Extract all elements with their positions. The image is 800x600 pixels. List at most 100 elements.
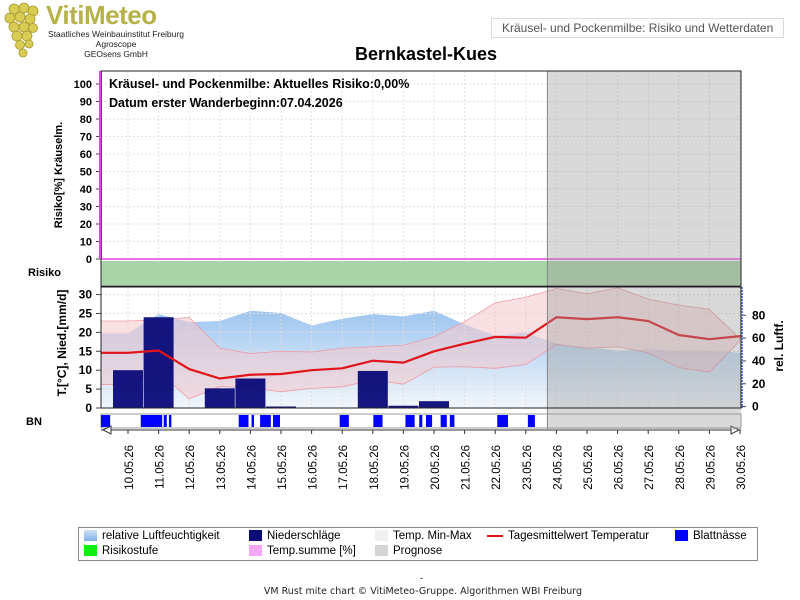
grape-icon — [4, 2, 39, 58]
risk-ytick-label: 30 — [80, 202, 92, 214]
x-tick-label: 16.05.26 — [308, 445, 320, 490]
risk-annotation-date: Datum erster Wanderbeginn:07.04.2026 — [109, 96, 343, 110]
risk-ytick-label: 80 — [80, 114, 92, 126]
chart-legend: relative Luftfeuchtigkeit Niederschläge … — [78, 527, 758, 561]
legend-leaf-wetness: Blattnässe — [675, 530, 747, 542]
page-title: Bernkastel-Kues — [354, 44, 498, 64]
precip-bar — [113, 370, 143, 408]
legend-label: Niederschläge — [267, 530, 341, 542]
x-tick-label: 18.05.26 — [369, 445, 381, 490]
legend-risk-level: Risikostufe — [84, 545, 158, 557]
precip-bar — [357, 370, 388, 408]
legend-swatch — [375, 530, 388, 542]
prognose-overlay — [547, 71, 741, 430]
legend-swatch — [249, 545, 262, 557]
leaf-wetness-bar — [238, 415, 249, 427]
legend-label: Blattnässe — [693, 530, 747, 542]
risk-ytick-label: 100 — [74, 79, 92, 91]
leaf-wetness-bar — [373, 415, 383, 427]
leaf-wetness-bar — [163, 415, 167, 427]
leaf-wetness-bar — [497, 415, 508, 427]
risk-ytick-label: 90 — [80, 97, 92, 109]
leaf-wetness-bar — [425, 415, 433, 427]
scroll-right-arrow-icon — [730, 425, 741, 435]
legend-swatch — [249, 530, 262, 542]
temp-mean-line — [101, 316, 741, 380]
x-tick-label: 21.05.26 — [461, 445, 473, 490]
precip-bar — [235, 378, 266, 408]
weather-ylabel-right: rel. Luftf. — [772, 320, 786, 371]
leaf-wetness-bar — [140, 415, 163, 427]
legend-swatch — [487, 534, 503, 537]
precip-bar — [143, 317, 174, 408]
precip-bar — [388, 405, 419, 408]
weather-ytick-right-label: 20 — [752, 377, 766, 391]
weather-ytick-right-label: 40 — [752, 354, 766, 368]
legend-swatch — [675, 530, 688, 542]
leaf-wetness-bar — [101, 415, 111, 427]
x-tick-label: 22.05.26 — [491, 445, 503, 490]
weather-panel-frame — [100, 286, 742, 409]
weather-ytick-right-label: 80 — [752, 308, 766, 322]
risk-ytick-label: 10 — [80, 237, 92, 249]
leaf-wetness-bar — [251, 415, 254, 427]
risk-ytick-label: 50 — [80, 167, 92, 179]
legend-swatch — [84, 545, 97, 557]
risk-annotation: Kräusel- und Pockenmilbe: Aktuelles Risi… — [109, 77, 409, 91]
x-tick-label: 15.05.26 — [277, 445, 289, 490]
risk-panel-bg — [101, 71, 741, 286]
leaf-wetness-bar — [272, 415, 281, 427]
leaf-wetness-bar — [339, 415, 349, 427]
leaf-wetness-bar — [419, 415, 423, 427]
legend-temp-minmax: Temp. Min-Max — [375, 530, 472, 542]
x-tick-label: 25.05.26 — [583, 445, 595, 490]
legend-label: Tagesmittelwert Temperatur — [508, 530, 650, 542]
legend-label: Prognose — [393, 545, 443, 557]
weather-ylabel-left: T.[°C], Nied.[mm/d] — [55, 290, 69, 397]
page-subtitle: Kräusel- und Pockenmilbe: Risiko und Wet… — [491, 18, 784, 38]
risk-ylabel: Risiko[%] Kräuselm. — [53, 122, 65, 228]
x-tick-label: 13.05.26 — [216, 445, 228, 490]
brand-logo: VitiMeteo Staatliches Weinbauinstitut Fr… — [2, 0, 202, 64]
x-tick-label: 12.05.26 — [185, 445, 197, 490]
weather-ytick-left-label: 25 — [79, 306, 93, 320]
x-tick-label: 14.05.26 — [246, 445, 258, 490]
risk-ytick-label: 20 — [80, 219, 92, 231]
precip-bar — [419, 401, 449, 408]
x-tick-label: 10.05.26 — [124, 445, 136, 490]
legend-temp-mean: Tagesmittelwert Temperatur — [487, 530, 649, 542]
x-tick-label: 28.05.26 — [675, 445, 687, 490]
org-line-3: GEOsens GmbH — [84, 49, 148, 59]
leaf-wetness-bar — [449, 415, 455, 427]
legend-label: Temp.summe [%] — [267, 545, 356, 557]
leaf-wetness-bar — [527, 415, 535, 427]
brand-name: VitiMeteo — [46, 0, 157, 30]
weather-ytick-right-label: 60 — [752, 331, 766, 345]
leaf-wetness-bar — [440, 415, 447, 427]
precip-bar — [204, 388, 235, 408]
x-tick-label: 19.05.26 — [399, 445, 411, 490]
leaf-wetness-bar — [405, 415, 415, 427]
leaf-wetness-bar — [168, 415, 172, 427]
weather-ytick-left-label: 10 — [79, 363, 93, 377]
x-tick-label: 27.05.26 — [644, 445, 656, 490]
risk-band-label: Risiko — [28, 267, 61, 279]
legend-label: Risikostufe — [102, 545, 159, 557]
scroll-left-arrow-icon — [101, 425, 112, 435]
risk-ytick-label: 60 — [80, 149, 92, 161]
legend-prognose: Prognose — [375, 545, 442, 557]
org-line-2: Agroscope — [95, 39, 137, 49]
x-tick-label: 17.05.26 — [338, 445, 350, 490]
legend-label: Temp. Min-Max — [393, 530, 472, 542]
x-tick-label: 29.05.26 — [705, 445, 717, 490]
precip-bar — [266, 406, 296, 408]
weather-ytick-left-label: 0 — [85, 401, 92, 415]
risk-ytick-label: 40 — [80, 184, 92, 196]
footer-credit: VM Rust mite chart © VitiMeteo-Gruppe. A… — [263, 586, 583, 597]
legend-humidity: relative Luftfeuchtigkeit — [84, 530, 220, 542]
weather-ytick-left-label: 15 — [79, 344, 93, 358]
x-tick-label: 30.05.26 — [736, 445, 748, 490]
weather-ytick-left-label: 5 — [85, 382, 92, 396]
footer-dash: - — [420, 573, 423, 583]
